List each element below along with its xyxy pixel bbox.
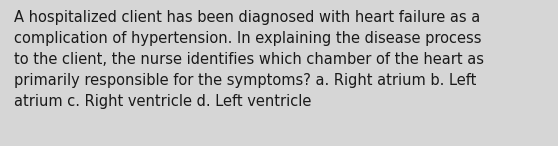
Text: A hospitalized client has been diagnosed with heart failure as a
complication of: A hospitalized client has been diagnosed… xyxy=(14,10,484,109)
